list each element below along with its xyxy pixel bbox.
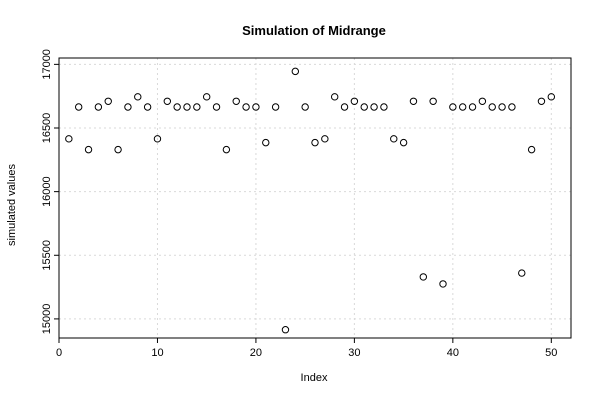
data-point [291, 67, 300, 76]
data-point [301, 103, 309, 111]
data-point [222, 145, 231, 154]
y-axis: 15000 15500 16000 16500 17000 [41, 49, 59, 334]
chart-title: Simulation of Midrange [242, 23, 386, 38]
data-point [399, 138, 408, 147]
data-point [114, 145, 122, 154]
grid [58, 58, 571, 338]
x-tick-label: 40 [447, 347, 459, 359]
data-point [409, 97, 418, 105]
x-tick-label: 10 [151, 347, 163, 359]
data-point [390, 135, 398, 143]
data-point [281, 326, 290, 334]
data-point [104, 97, 112, 105]
plot-frame [58, 57, 572, 339]
data-point [340, 103, 349, 111]
data-point [458, 103, 467, 111]
x-axis-label: Index [301, 372, 328, 384]
data-points [65, 67, 556, 334]
data-point [173, 103, 181, 111]
x-tick-label: 20 [250, 347, 262, 359]
data-point [242, 103, 250, 111]
y-axis-label: simulated values [6, 164, 18, 246]
data-point [360, 103, 368, 111]
y-tick-label: 15000 [41, 304, 53, 335]
data-point [468, 103, 477, 111]
x-axis: 0 10 20 30 40 50 [56, 338, 557, 359]
data-point [153, 135, 162, 143]
data-point [439, 280, 447, 288]
data-point [537, 97, 546, 105]
data-point [94, 103, 103, 111]
data-point [350, 97, 359, 105]
data-point [370, 103, 378, 111]
y-tick-label: 17000 [41, 49, 53, 80]
data-point [508, 103, 516, 111]
data-point [232, 97, 240, 105]
data-point [380, 103, 388, 111]
data-point [547, 93, 556, 101]
data-point [330, 93, 339, 101]
data-point [84, 145, 93, 154]
data-point [311, 138, 319, 147]
y-tick-label: 16500 [41, 113, 53, 144]
data-point [478, 97, 487, 105]
data-point [163, 97, 172, 105]
data-point [202, 93, 211, 101]
data-point [193, 103, 201, 111]
data-point [527, 145, 536, 154]
x-tick-label: 30 [348, 347, 360, 359]
data-point [134, 93, 142, 101]
data-point [124, 103, 132, 111]
data-point [419, 273, 428, 281]
data-point [429, 97, 437, 105]
data-point [488, 103, 496, 111]
data-point [143, 103, 152, 111]
y-tick-label: 15500 [41, 240, 53, 271]
data-point [262, 138, 270, 147]
data-point [449, 103, 457, 111]
data-point [183, 103, 191, 111]
data-point [65, 135, 73, 143]
data-point [518, 269, 526, 277]
data-point [74, 103, 83, 111]
x-tick-label: 50 [545, 347, 557, 359]
data-point [252, 103, 260, 111]
data-point [321, 135, 329, 143]
y-tick-label: 16000 [41, 176, 53, 207]
data-point [498, 103, 506, 111]
data-point [212, 103, 221, 111]
x-tick-label: 0 [56, 347, 62, 359]
data-point [271, 103, 280, 111]
